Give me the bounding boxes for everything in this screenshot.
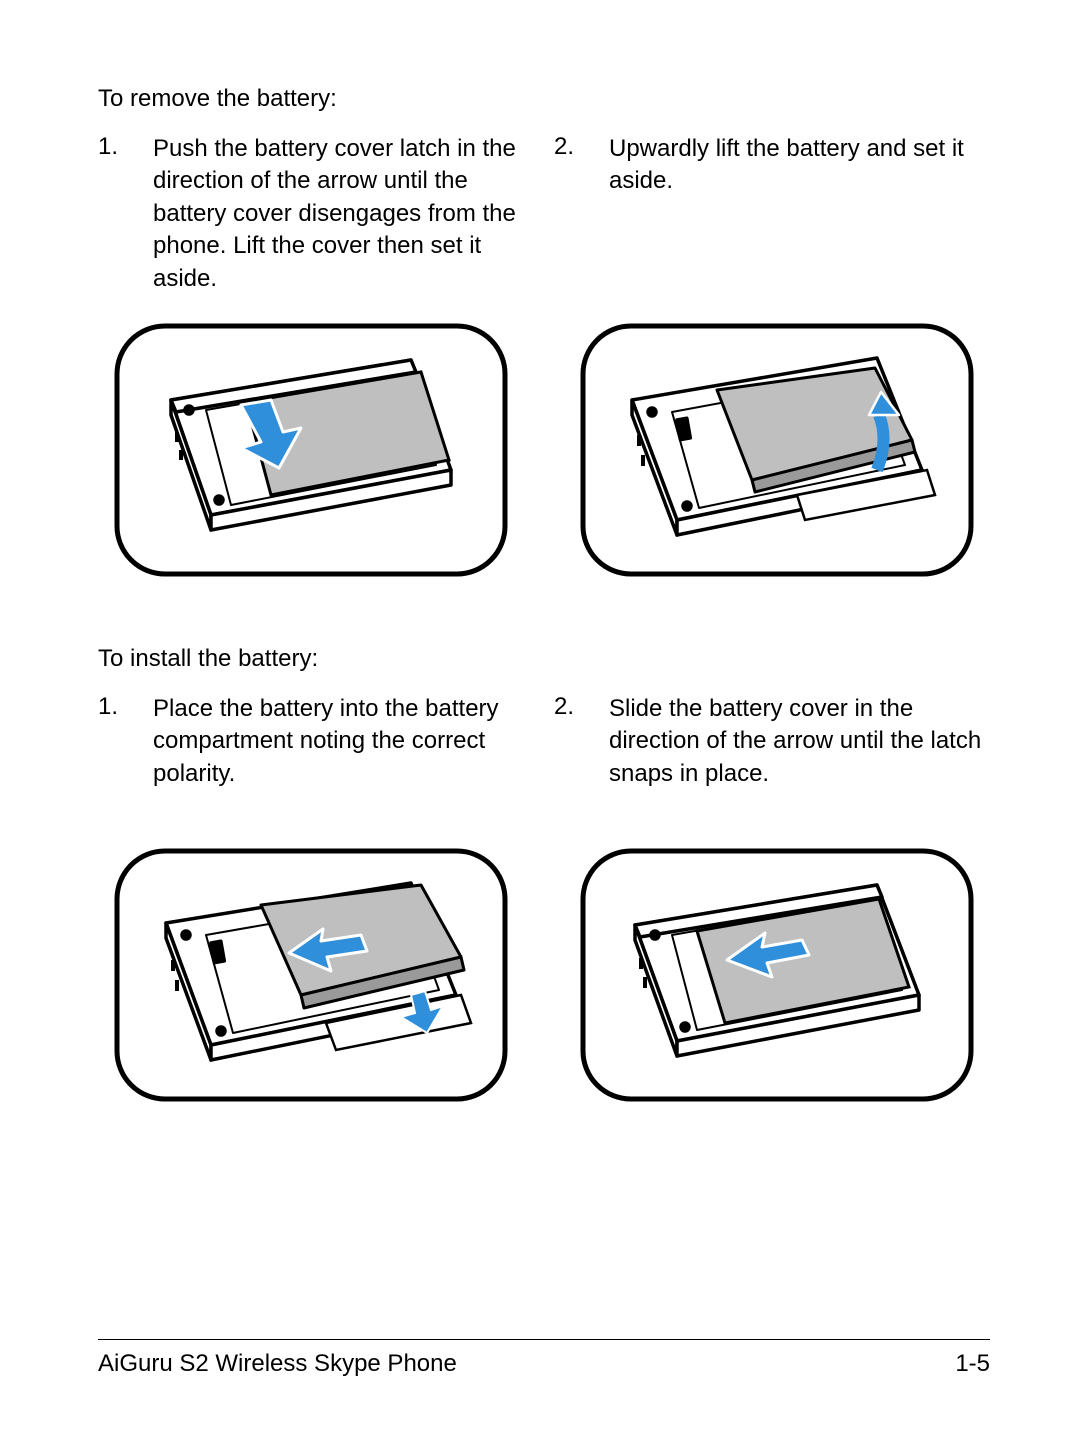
remove-figures-row [98,320,990,580]
step-number: 1. [98,693,153,790]
figure-place-battery [98,845,524,1105]
step-text: Place the battery into the battery compa… [153,693,534,790]
remove-heading: To remove the battery: [98,85,990,113]
install-step-2: 2. Slide the battery cover in the direct… [554,693,990,790]
install-steps-row: 1. Place the battery into the battery co… [98,693,990,790]
figure-remove-cover [98,320,524,580]
install-step-1: 1. Place the battery into the battery co… [98,693,534,790]
step-text: Push the battery cover latch in the dire… [153,133,534,295]
install-figures-row [98,845,990,1105]
remove-step-1: 1. Push the battery cover latch in the d… [98,133,534,295]
remove-step-2: 2. Upwardly lift the battery and set it … [554,133,990,295]
step-number: 2. [554,133,609,295]
step-text: Upwardly lift the battery and set it asi… [609,133,990,295]
step-text: Slide the battery cover in the direction… [609,693,990,790]
step-number: 2. [554,693,609,790]
page-footer: AiGuru S2 Wireless Skype Phone 1-5 [98,1339,990,1378]
figure-lift-battery [564,320,990,580]
step-number: 1. [98,133,153,295]
footer-product: AiGuru S2 Wireless Skype Phone [98,1350,457,1378]
remove-steps-row: 1. Push the battery cover latch in the d… [98,133,990,295]
footer-page-number: 1-5 [955,1350,990,1378]
figure-slide-cover [564,845,990,1105]
install-heading: To install the battery: [98,645,990,673]
